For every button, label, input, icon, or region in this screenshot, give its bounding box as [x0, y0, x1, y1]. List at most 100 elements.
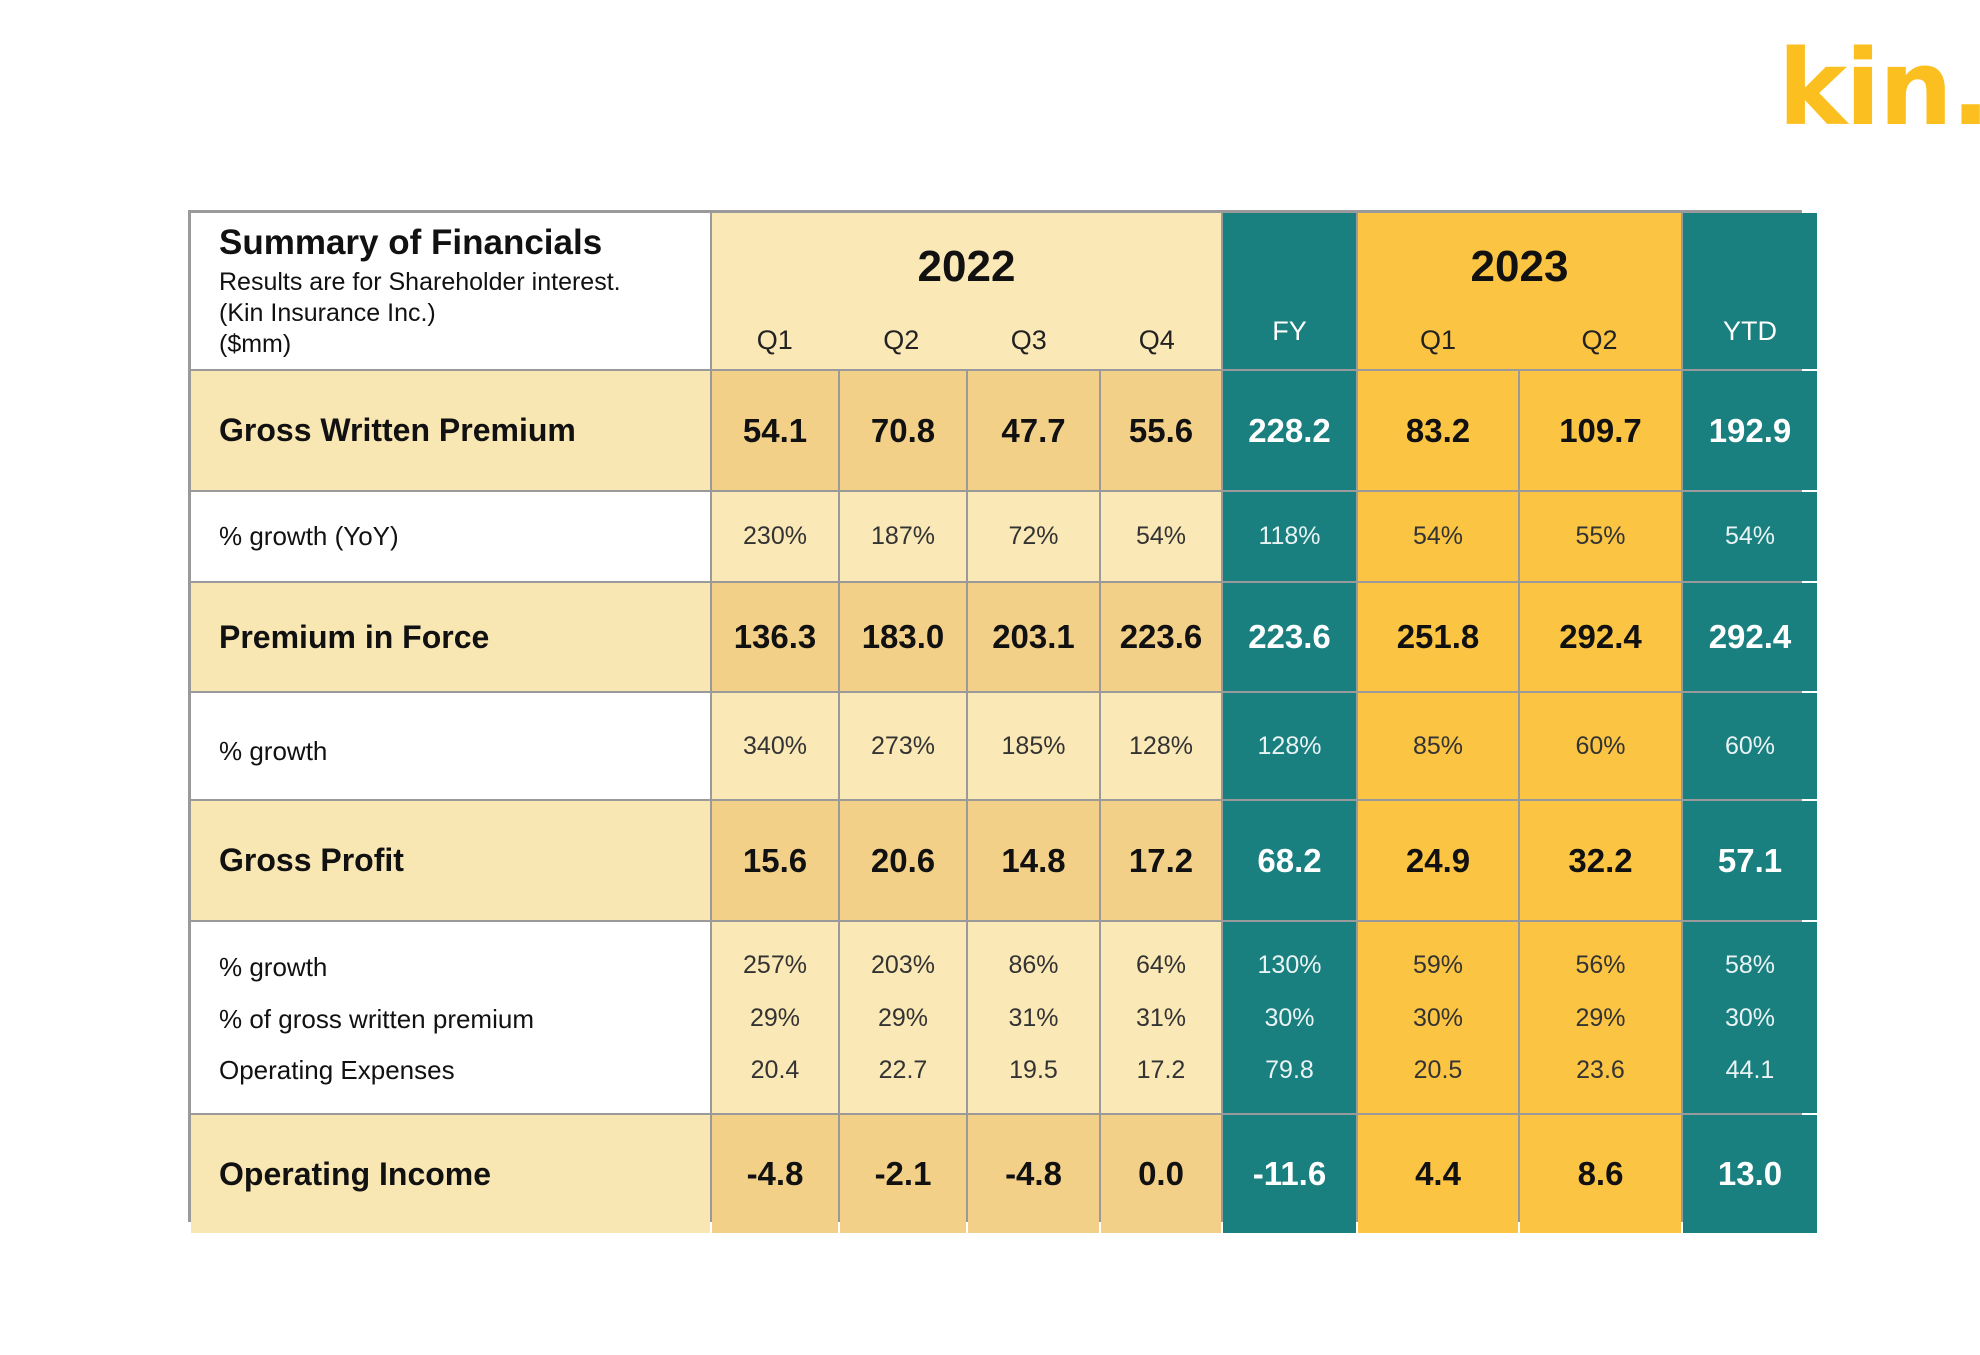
column-header-q1-2022: Q1	[756, 324, 793, 355]
table-cell: 44.1	[1725, 1056, 1775, 1084]
table-cell: 58%	[1724, 951, 1776, 979]
table-cell: 47.7	[968, 371, 1099, 490]
table-cell: 60%	[1520, 693, 1681, 799]
table-cell: 292.4	[1683, 583, 1817, 691]
table-cell: 83.2	[1358, 371, 1518, 490]
table-cell: 19.5	[1009, 1056, 1058, 1084]
table-cell: 72%	[968, 492, 1099, 581]
table-cell: 54%	[1101, 492, 1221, 581]
table-cell: 54%	[1683, 492, 1817, 581]
table-cell: 17.2	[1101, 801, 1221, 920]
table-cell: -4.8	[968, 1115, 1099, 1233]
table-cell: 56%	[1575, 951, 1626, 979]
row-label-gross-profit: Gross Profit	[191, 801, 710, 920]
table-cell: 228.2	[1223, 371, 1356, 490]
year-2023-header: 2023 Q1 Q2	[1358, 213, 1681, 369]
table-cell: 64%	[1135, 951, 1187, 979]
table-cell: 203%	[871, 951, 935, 979]
table-cell: 85%	[1358, 693, 1518, 799]
table-cell: 54.1	[712, 371, 838, 490]
table-cell: 57.1	[1683, 801, 1817, 920]
table-cell: 223.6	[1101, 583, 1221, 691]
table-cell: 20.6	[840, 801, 966, 920]
year-label-2023: 2023	[1470, 242, 1569, 291]
table-cell: 4.4	[1358, 1115, 1518, 1233]
table-cell: 32.2	[1520, 801, 1681, 920]
table-cell: 292.4	[1520, 583, 1681, 691]
table-cell: 20.4	[750, 1056, 800, 1084]
table-cell-multi: 203% 29% 22.7	[840, 922, 966, 1113]
row-labels-multi: % growth % of gross written premium Oper…	[191, 922, 710, 1113]
table-cell: 8.6	[1520, 1115, 1681, 1233]
column-header-ytd: YTD	[1683, 213, 1817, 369]
table-cell: 257%	[743, 951, 807, 979]
kin-logo: kin.	[1778, 27, 1980, 149]
table-cell: 0.0	[1101, 1115, 1221, 1233]
table-cell: 203.1	[968, 583, 1099, 691]
row-label-growth-yoy: % growth (YoY)	[191, 492, 710, 581]
table-cell-multi: 59% 30% 20.5	[1358, 922, 1518, 1113]
subtitle-line: Results are for Shareholder interest.	[219, 267, 621, 296]
table-cell: 55.6	[1101, 371, 1221, 490]
table-cell: 60%	[1683, 693, 1817, 799]
table-cell: 15.6	[712, 801, 838, 920]
table-cell: 187%	[840, 492, 966, 581]
row-label-premium-in-force: Premium in Force	[191, 583, 710, 691]
column-header-q2-2022: Q2	[883, 324, 920, 355]
year-label-2022: 2022	[917, 242, 1016, 291]
table-cell-multi: 64% 31% 17.2	[1101, 922, 1221, 1113]
table-cell: 13.0	[1683, 1115, 1817, 1233]
table-cell: 223.6	[1223, 583, 1356, 691]
row-label-operating-expenses: Operating Expenses	[219, 1055, 455, 1085]
table-cell-multi: 58% 30% 44.1	[1683, 922, 1817, 1113]
row-label-pct-of-gwp: % of gross written premium	[219, 1003, 534, 1034]
table-cell: 31%	[1135, 1003, 1187, 1032]
table-cell: 118%	[1223, 492, 1356, 581]
column-header-fy: FY	[1223, 213, 1356, 369]
year-2022-header: 2022 Q1 Q2 Q3 Q4	[712, 213, 1221, 369]
table-cell: 29%	[877, 1003, 929, 1032]
table-title: Summary of Financials	[219, 222, 603, 262]
column-header-q4-2022: Q4	[1138, 324, 1175, 355]
table-cell: 31%	[1008, 1003, 1059, 1032]
table-header-title-cell: Summary of Financials Results are for Sh…	[191, 213, 710, 369]
table-cell-multi: 257% 29% 20.4	[712, 922, 838, 1113]
table-cell: 59%	[1412, 951, 1464, 979]
table-cell: 79.8	[1265, 1056, 1314, 1084]
table-cell: 70.8	[840, 371, 966, 490]
financials-table: Summary of Financials Results are for Sh…	[188, 210, 1817, 1233]
table-cell: 30%	[1412, 1003, 1464, 1032]
table-cell: 130%	[1257, 951, 1322, 979]
table-cell: 30%	[1264, 1003, 1315, 1032]
table-cell: -11.6	[1223, 1115, 1356, 1233]
table-cell: 14.8	[968, 801, 1099, 920]
table-cell: 340%	[712, 693, 838, 799]
table-cell: 22.7	[878, 1056, 928, 1084]
table-cell: 23.6	[1576, 1056, 1625, 1084]
table-cell: -2.1	[840, 1115, 966, 1233]
column-header-q2-2023: Q2	[1581, 324, 1618, 355]
table-cell: 24.9	[1358, 801, 1518, 920]
column-header-q3-2022: Q3	[1010, 324, 1047, 355]
column-header-q1-2023: Q1	[1419, 324, 1457, 355]
table-cell: 109.7	[1520, 371, 1681, 490]
table-cell: 29%	[749, 1003, 801, 1032]
table-cell: 55%	[1520, 492, 1681, 581]
table-cell-multi: 56% 29% 23.6	[1520, 922, 1681, 1113]
table-cell: 128%	[1101, 693, 1221, 799]
row-label-growth: % growth	[191, 693, 710, 799]
table-cell: 183.0	[840, 583, 966, 691]
table-cell: 29%	[1575, 1003, 1626, 1032]
table-cell-multi: 130% 30% 79.8	[1223, 922, 1356, 1113]
table-cell: 54%	[1358, 492, 1518, 581]
subtitle-line: ($mm)	[219, 329, 292, 358]
table-cell: 20.5	[1413, 1056, 1463, 1084]
table-cell: 230%	[712, 492, 838, 581]
table-cell: 30%	[1724, 1003, 1776, 1032]
table-cell: 86%	[1008, 951, 1059, 979]
row-label-gross-written-premium: Gross Written Premium	[191, 371, 710, 490]
table-cell: 273%	[840, 693, 966, 799]
table-cell: 136.3	[712, 583, 838, 691]
table-cell: -4.8	[712, 1115, 838, 1233]
row-label-gp-growth: % growth	[219, 952, 328, 982]
